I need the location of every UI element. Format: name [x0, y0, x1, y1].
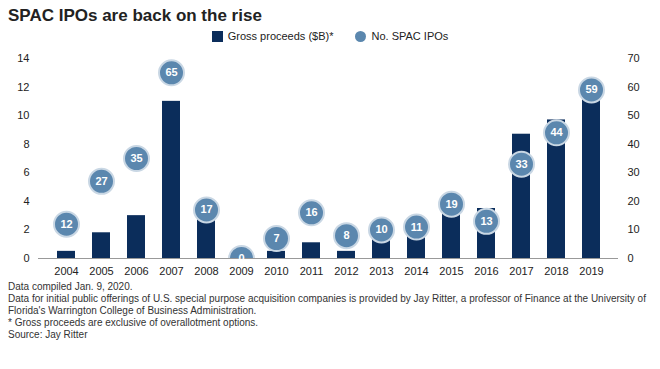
- svg-text:50: 50: [628, 109, 640, 121]
- html-text:* Gross proceeds are exclusive: * Gross proceeds are exclusive of overal…: [8, 317, 259, 328]
- svg-text:0: 0: [238, 252, 244, 264]
- svg-text:2017: 2017: [509, 265, 533, 277]
- svg-text:2006: 2006: [124, 265, 148, 277]
- svg-text:4: 4: [23, 195, 29, 207]
- svg-text:2011: 2011: [300, 265, 324, 277]
- html-text:Source: Jay Ritter: Source: Jay Ritter: [8, 329, 88, 340]
- svg-text:12: 12: [17, 81, 29, 93]
- svg-text:2005: 2005: [89, 265, 113, 277]
- svg-text:35: 35: [130, 152, 142, 164]
- svg-text:2007: 2007: [159, 265, 183, 277]
- svg-text:2: 2: [23, 223, 29, 235]
- svg-text:17: 17: [200, 203, 212, 215]
- svg-text:65: 65: [165, 66, 177, 78]
- svg-text:2014: 2014: [404, 265, 428, 277]
- svg-text:59: 59: [585, 83, 597, 95]
- svg-text:2013: 2013: [369, 265, 393, 277]
- svg-text:0: 0: [628, 252, 634, 264]
- svg-text:10: 10: [17, 109, 29, 121]
- svg-text:70: 70: [628, 52, 640, 64]
- svg-text:2012: 2012: [334, 265, 358, 277]
- svg-text:7: 7: [273, 232, 279, 244]
- svg-text:2016: 2016: [474, 265, 498, 277]
- svg-text:14: 14: [17, 52, 29, 64]
- svg-text:11: 11: [411, 221, 423, 233]
- svg-text:2004: 2004: [54, 265, 78, 277]
- html-text:Data compiled Jan. 9, 2020.: Data compiled Jan. 9, 2020.: [8, 281, 133, 292]
- svg-text:10: 10: [375, 223, 387, 235]
- html-text:No. SPAC IPOs: No. SPAC IPOs: [371, 30, 449, 42]
- svg-text:12: 12: [60, 218, 72, 230]
- svg-text:30: 30: [628, 166, 640, 178]
- svg-text:13: 13: [480, 215, 492, 227]
- svg-text:60: 60: [628, 81, 640, 93]
- svg-text:2008: 2008: [194, 265, 218, 277]
- html-text:Gross proceeds ($B)*: Gross proceeds ($B)*: [227, 30, 334, 42]
- svg-text:2009: 2009: [229, 265, 253, 277]
- svg-text:2015: 2015: [439, 265, 463, 277]
- svg-text:2010: 2010: [264, 265, 288, 277]
- svg-text:10: 10: [628, 223, 640, 235]
- svg-text:33: 33: [515, 158, 527, 170]
- html-text:SPAC IPOs are back on the rise: SPAC IPOs are back on the rise: [8, 6, 262, 25]
- svg-text:2019: 2019: [579, 265, 603, 277]
- svg-text:16: 16: [305, 206, 317, 218]
- svg-text:40: 40: [628, 138, 640, 150]
- svg-text:8: 8: [343, 229, 349, 241]
- svg-text:0: 0: [23, 252, 29, 264]
- svg-text:6: 6: [23, 166, 29, 178]
- svg-text:2018: 2018: [544, 265, 568, 277]
- html-text:Data for initial public offeri: Data for initial public offerings of U.S…: [8, 293, 646, 316]
- svg-text:8: 8: [23, 138, 29, 150]
- svg-text:20: 20: [628, 195, 640, 207]
- svg-text:27: 27: [95, 175, 107, 187]
- svg-text:44: 44: [550, 126, 563, 138]
- svg-text:19: 19: [445, 198, 457, 210]
